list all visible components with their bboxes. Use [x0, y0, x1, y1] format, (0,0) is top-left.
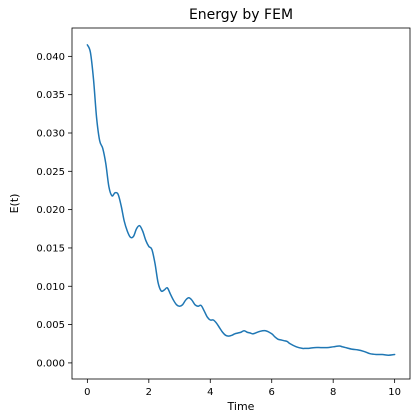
y-tick-label: 0.025 [36, 167, 65, 178]
x-tick-label: 4 [207, 387, 213, 398]
x-tick-label: 6 [269, 387, 275, 398]
plot-area [71, 27, 411, 380]
x-tick-label: 10 [388, 387, 401, 398]
x-tick-label: 8 [330, 387, 336, 398]
y-tick-label: 0.020 [36, 205, 65, 216]
series-line [86, 44, 396, 356]
y-axis: 0.000 0.005 0.010 0.015 0.020 0.025 0.030 0.035… [36, 52, 72, 369]
x-axis-label: Time [227, 400, 255, 413]
x-tick-label: 0 [84, 387, 90, 398]
y-tick-label: 0.040 [36, 52, 65, 63]
chart-title: Energy by FEM [189, 7, 293, 23]
x-tick-label: 2 [146, 387, 152, 398]
y-tick-label: 0.035 [36, 90, 65, 101]
series-layer [86, 44, 396, 356]
y-tick-label: 0.005 [36, 320, 65, 331]
y-tick-label: 0.010 [36, 282, 65, 293]
y-tick-label: 0.000 [36, 358, 65, 369]
x-axis: 0 2 4 6 8 10 [84, 379, 401, 398]
y-axis-label: E(t) [8, 194, 21, 214]
y-tick-label: 0.015 [36, 243, 65, 254]
y-tick-label: 0.030 [36, 128, 65, 139]
